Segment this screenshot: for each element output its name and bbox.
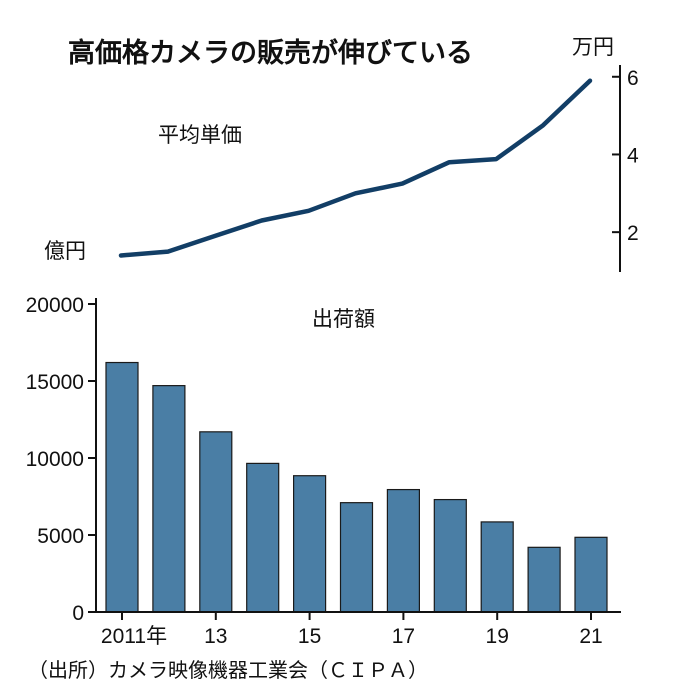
line-series-label: 平均単価 [158, 123, 242, 147]
bar-series-label: 出荷額 [312, 307, 375, 331]
line-y-tick-label: 6 [627, 67, 639, 90]
source-note: （出所）カメラ映像機器工業会（ＣＩＰＡ） [28, 658, 428, 682]
bar-y-tick-label: 15000 [26, 371, 84, 394]
bar-x-tick-label: 13 [204, 625, 227, 648]
bar-2016 [339, 502, 374, 613]
bar-x-tick-label: 2011年 [101, 625, 167, 648]
shipment-value-bar-chart: 億円 出荷額 0 5000 10000 15000 20000 2011年 13 15 17 1… [26, 239, 621, 648]
bar-x-tick-label: 15 [298, 625, 321, 648]
bar-2015 [293, 475, 327, 613]
line-unit-label: 万円 [572, 35, 614, 59]
bar-2017 [386, 488, 420, 613]
line-y-tick-label: 4 [627, 144, 639, 167]
bar-2013 [199, 431, 233, 613]
bar-y-tick-label: 20000 [26, 294, 84, 317]
bar-y-tick-label: 5000 [37, 525, 84, 548]
bar-2014 [246, 462, 280, 613]
average-price-line [118, 78, 593, 258]
bar-x-tick-label: 19 [486, 625, 509, 648]
bar-y-tick-label: 10000 [26, 448, 84, 471]
bar-x-tick-label: 21 [579, 625, 602, 648]
bar-unit-label: 億円 [44, 239, 86, 263]
bar-2018 [433, 498, 467, 613]
line-y-tick-label: 2 [627, 222, 639, 245]
bar-2020 [527, 546, 561, 613]
bar-y-tick-label: 0 [72, 602, 84, 625]
bar-2021 [574, 536, 608, 613]
bar-2019 [480, 521, 514, 613]
average-price-line-chart: 万円 平均単価 2 4 6 [118, 35, 639, 272]
bar-2012 [152, 385, 186, 613]
chart-title: 高価格カメラの販売が伸びている [68, 37, 473, 69]
bar-2011 [105, 361, 139, 613]
bar-x-tick-label: 17 [392, 625, 415, 648]
